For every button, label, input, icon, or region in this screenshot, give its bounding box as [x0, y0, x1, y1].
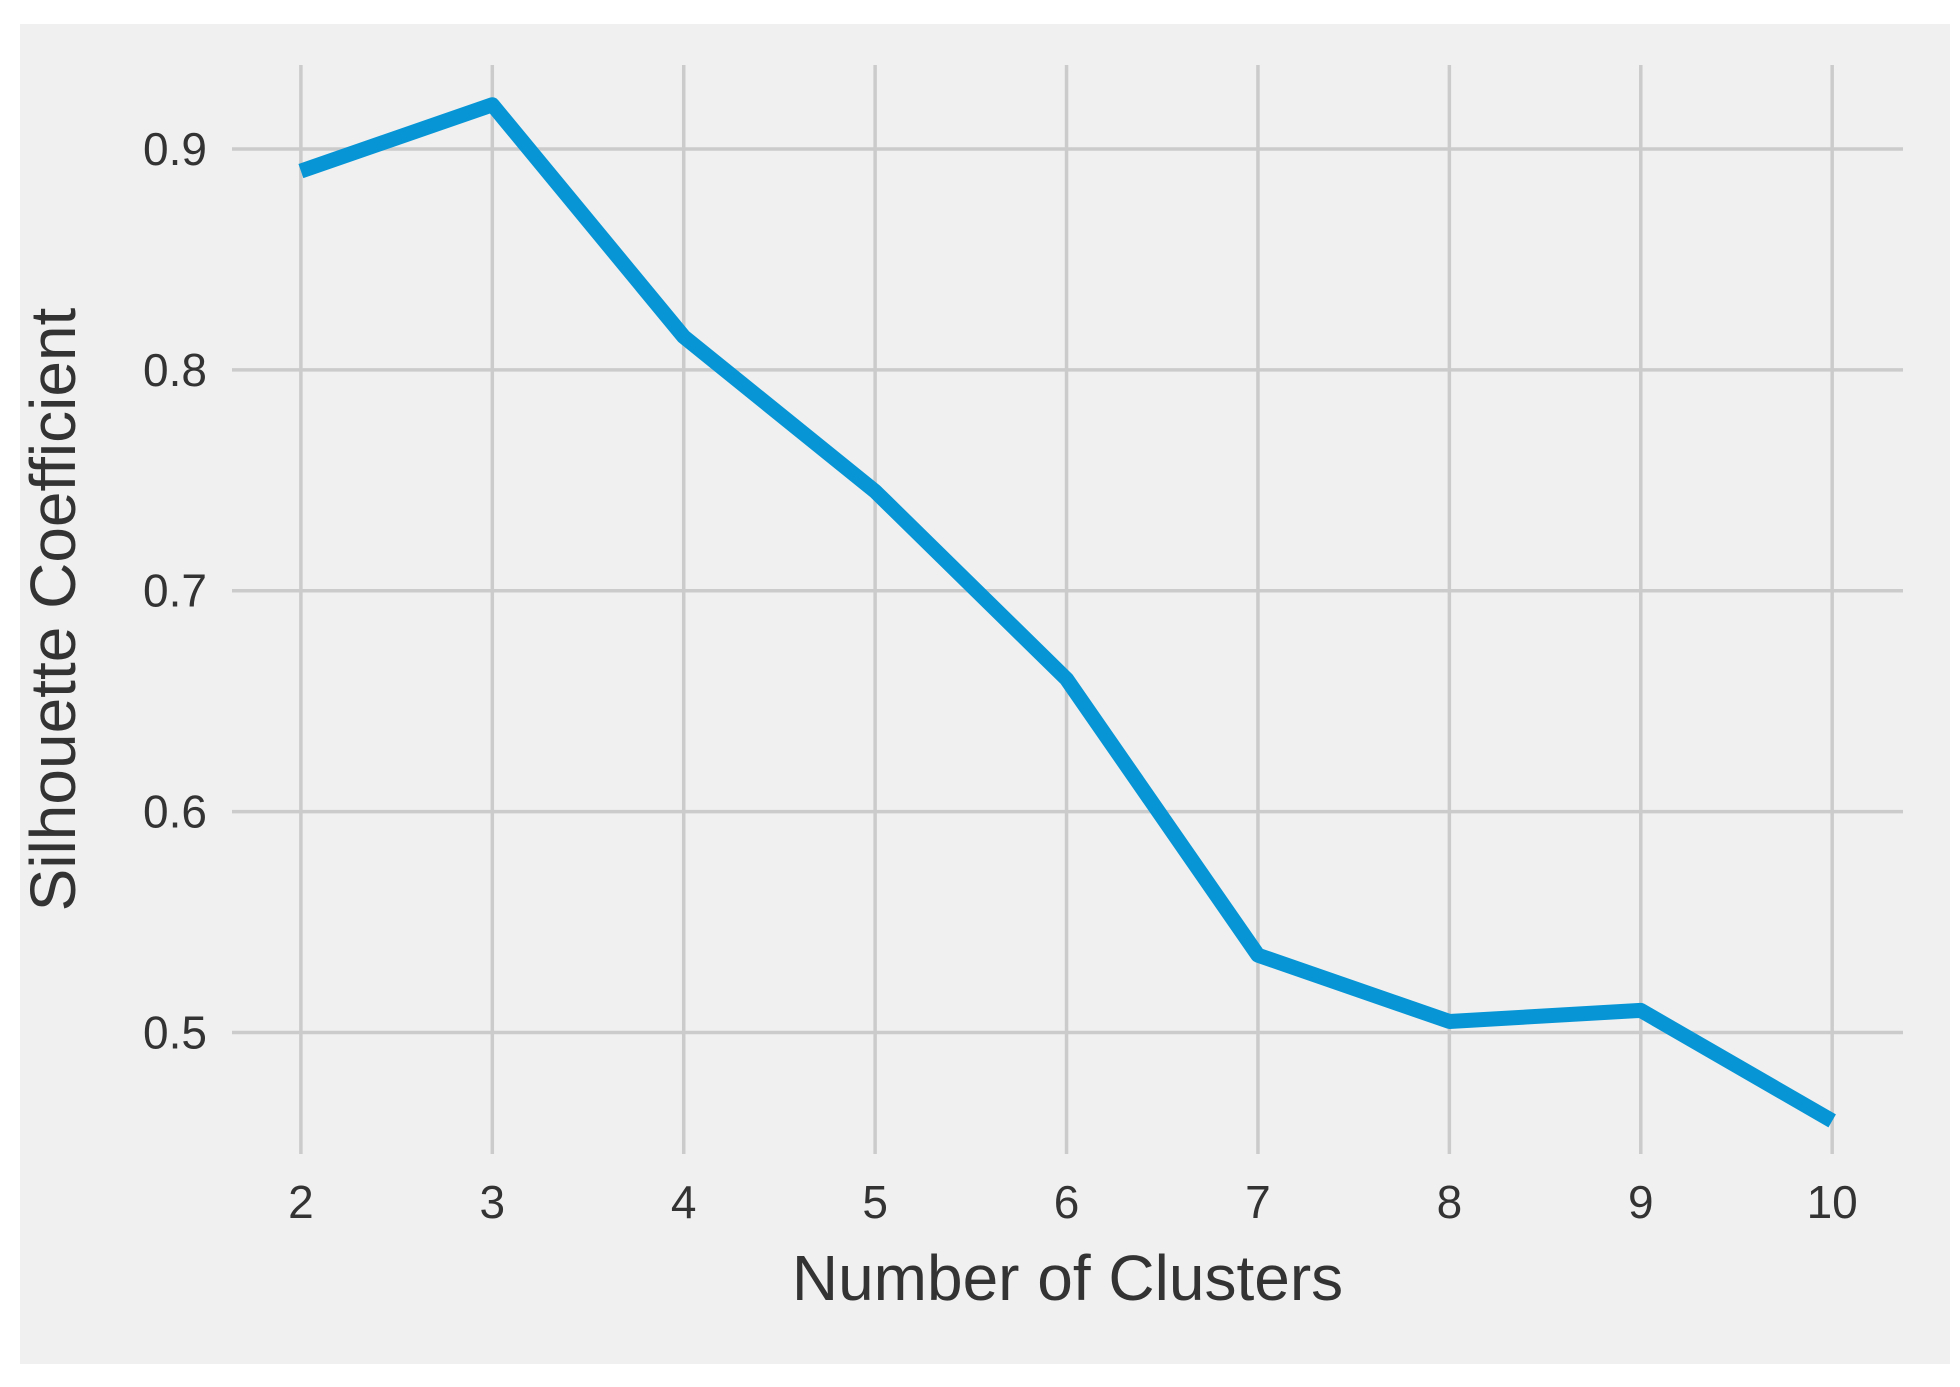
x-tick-labels: 2 3 4 5 6 7 8 9 10	[288, 1176, 1858, 1228]
y-tick-label-0.7: 0.7	[143, 565, 207, 617]
x-tick-label-3: 3	[480, 1176, 506, 1228]
horizontal-gridlines	[232, 147, 1903, 1035]
vertical-gridlines	[299, 65, 1834, 1154]
x-tick-label-7: 7	[1245, 1176, 1271, 1228]
figure-background	[20, 24, 1950, 1364]
x-tick-label-10: 10	[1807, 1176, 1858, 1228]
x-tick-label-4: 4	[671, 1176, 697, 1228]
y-axis-label: Silhouette Coefficient	[17, 307, 89, 911]
x-tick-label-9: 9	[1628, 1176, 1654, 1228]
x-tick-label-5: 5	[862, 1176, 888, 1228]
x-tick-label-2: 2	[288, 1176, 314, 1228]
y-tick-label-0.9: 0.9	[143, 123, 207, 175]
x-tick-label-8: 8	[1437, 1176, 1463, 1228]
y-tick-label-0.5: 0.5	[143, 1007, 207, 1059]
silhouette-line-series	[298, 97, 1836, 1128]
series-line-silhouette-coefficient	[298, 97, 1836, 1128]
y-tick-label-0.8: 0.8	[143, 344, 207, 396]
x-axis-label: Number of Clusters	[792, 1242, 1343, 1314]
y-tick-label-0.6: 0.6	[143, 786, 207, 838]
x-tick-label-6: 6	[1054, 1176, 1080, 1228]
y-tick-labels: 0.5 0.6 0.7 0.8 0.9	[143, 123, 207, 1059]
